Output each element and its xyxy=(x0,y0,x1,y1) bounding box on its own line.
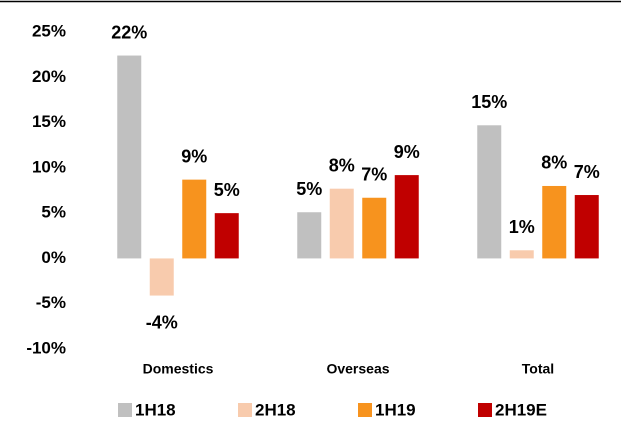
data-label: 5% xyxy=(214,180,240,200)
data-label: 7% xyxy=(361,164,387,184)
bar xyxy=(394,175,419,259)
y-tick-label: 25% xyxy=(32,21,66,40)
y-tick-label: 5% xyxy=(41,203,66,222)
data-label: 15% xyxy=(471,92,507,112)
bar xyxy=(329,188,354,259)
y-tick-label: -10% xyxy=(26,338,66,357)
data-label: -4% xyxy=(146,312,178,332)
y-tick-label: -5% xyxy=(36,293,66,312)
legend-swatch xyxy=(238,403,252,417)
legend-label: 1H18 xyxy=(135,400,176,419)
data-label: 1% xyxy=(509,217,535,237)
bar xyxy=(509,250,534,259)
data-label: 9% xyxy=(394,142,420,162)
data-label: 8% xyxy=(541,153,567,173)
x-tick-label: Overseas xyxy=(326,361,389,377)
legend-swatch xyxy=(358,403,372,417)
data-label: 7% xyxy=(574,162,600,182)
y-tick-label: 0% xyxy=(41,248,66,267)
bar xyxy=(149,258,174,296)
legend-label: 2H19E xyxy=(495,400,547,419)
y-tick-label: 10% xyxy=(32,157,66,176)
bar xyxy=(477,125,502,259)
bar xyxy=(542,185,567,259)
bar xyxy=(214,213,239,259)
bar xyxy=(182,179,207,259)
bar xyxy=(297,212,322,259)
data-label: 22% xyxy=(111,22,147,42)
bar xyxy=(574,195,599,259)
bar xyxy=(117,55,142,259)
data-label: 9% xyxy=(181,146,207,166)
y-tick-label: 20% xyxy=(32,67,66,86)
x-tick-label: Domestics xyxy=(143,361,214,377)
legend-label: 1H19 xyxy=(375,400,416,419)
data-label: 8% xyxy=(329,155,355,175)
legend-swatch xyxy=(118,403,132,417)
data-label: 5% xyxy=(296,179,322,199)
y-tick-label: 15% xyxy=(32,112,66,131)
x-tick-label: Total xyxy=(522,361,554,377)
legend-label: 2H18 xyxy=(255,400,296,419)
legend-swatch xyxy=(478,403,492,417)
bar xyxy=(362,197,387,259)
